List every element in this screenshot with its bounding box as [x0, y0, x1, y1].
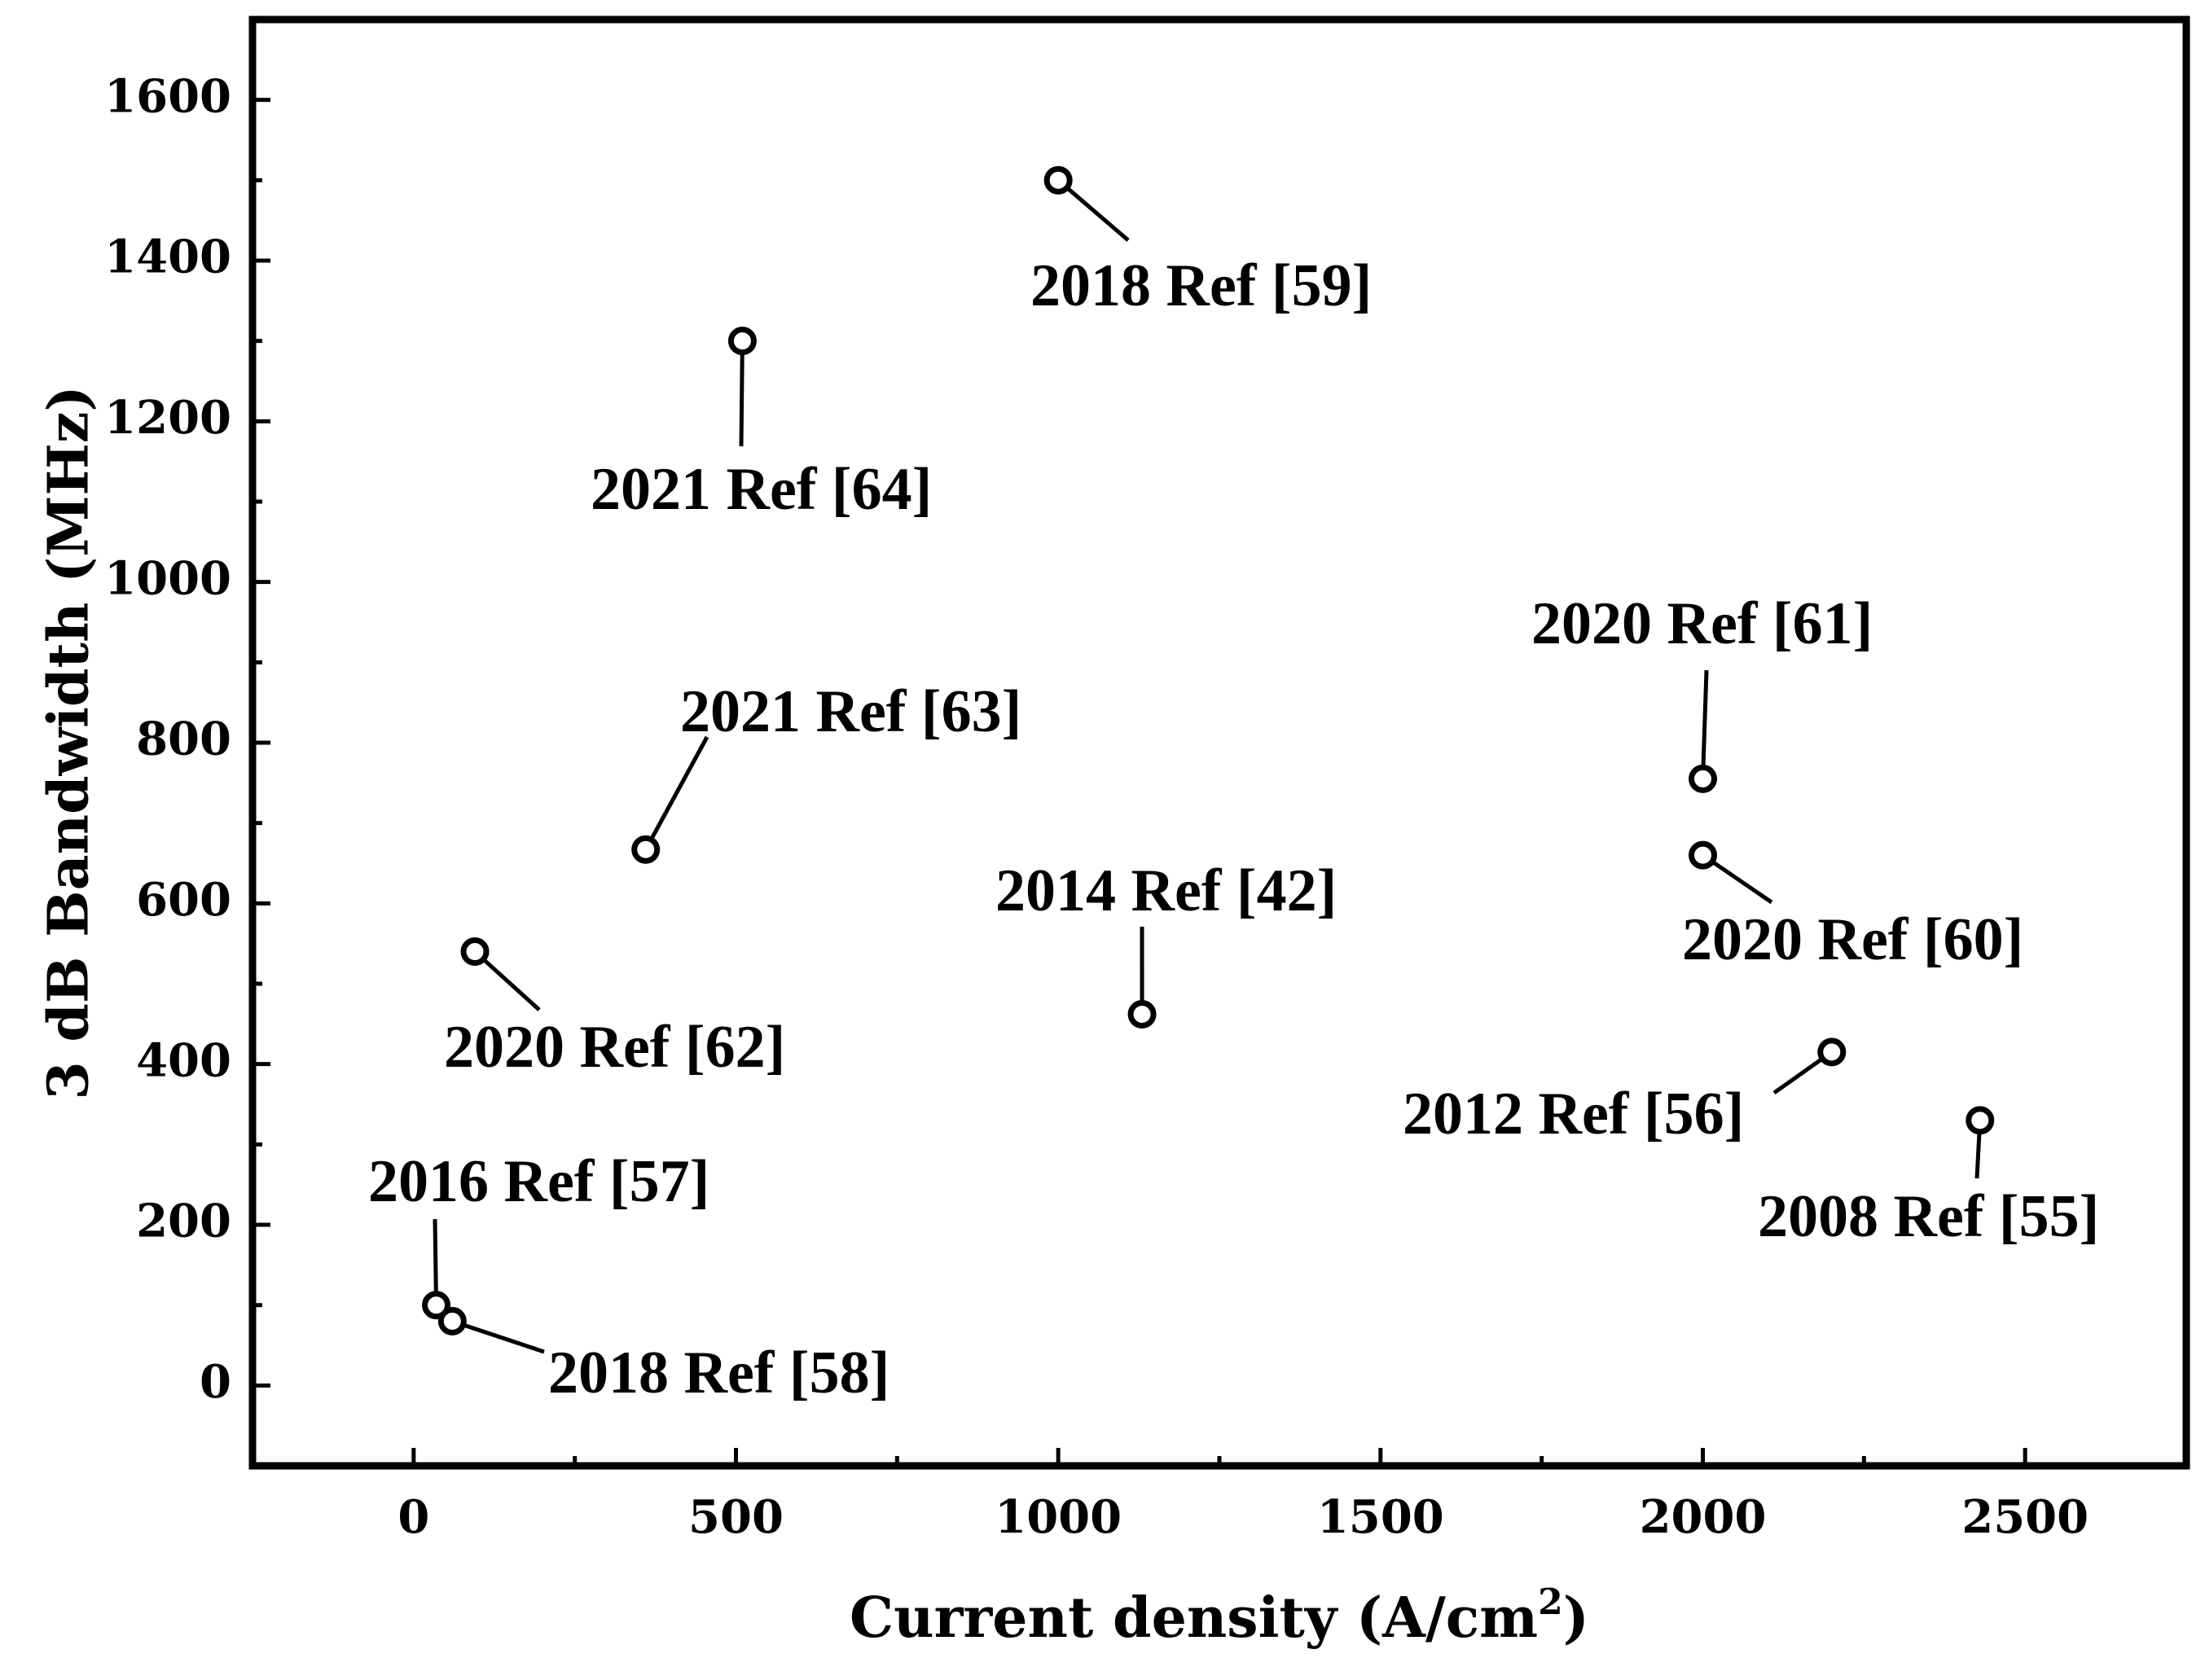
- data-point-marker: [437, 1306, 467, 1336]
- data-point-marker: [1689, 840, 1717, 870]
- data-point-marker: [1689, 764, 1717, 793]
- y-tick-label: 1000: [104, 551, 231, 605]
- annotation-leader-line: [1974, 1131, 1982, 1179]
- y-tick-label: 0: [200, 1355, 231, 1409]
- x-tick-label: 2000: [1640, 1490, 1767, 1544]
- data-point-marker: [727, 327, 757, 356]
- data-point-marker: [1127, 999, 1157, 1029]
- x-axis-title: Current density (A/cm2): [850, 1581, 1589, 1651]
- annotation-leader-line: [1701, 669, 1709, 768]
- y-tick-label: 1600: [104, 69, 231, 123]
- plot-frame: [248, 15, 2190, 1470]
- data-points: [422, 165, 1995, 1336]
- data-point-label: 2012 Ref [56]: [1403, 1081, 1744, 1147]
- y-tick-label: 1200: [104, 391, 231, 445]
- x-axis-title-main: Current density (A/cm: [850, 1586, 1538, 1651]
- y-tick-label: 1400: [104, 230, 231, 284]
- data-point-label: 2008 Ref [55]: [1758, 1183, 2099, 1250]
- annotation-leader-line: [1065, 186, 1130, 242]
- data-point-marker: [1817, 1037, 1847, 1067]
- annotation-leaders: [433, 186, 1982, 1354]
- annotation-leader-line: [1772, 1056, 1824, 1095]
- data-point-marker: [631, 835, 661, 864]
- data-point-marker: [460, 937, 490, 967]
- annotation-leader-line: [462, 1323, 545, 1354]
- data-point-label: 2018 Ref [59]: [1030, 252, 1372, 319]
- y-tick-label: 200: [136, 1195, 231, 1248]
- annotation-leader-line: [1711, 859, 1773, 905]
- annotation-leader-line: [739, 352, 745, 447]
- x-tick-label: 2500: [1961, 1490, 2089, 1544]
- axis-ticks: 0 500 1000 1500 2000 2500 0 200 400 600 800 1000 120…: [104, 17, 2189, 1544]
- y-tick-label: 600: [136, 873, 231, 927]
- data-point-marker: [422, 1291, 451, 1320]
- y-tick-label: 800: [136, 713, 231, 766]
- annotation-leader-line: [649, 735, 709, 841]
- y-tick-label: 400: [136, 1033, 231, 1087]
- annotation-leader-line: [433, 1218, 438, 1294]
- data-point-label: 2020 Ref [61]: [1531, 590, 1873, 657]
- data-point-label: 2014 Ref [42]: [995, 858, 1337, 924]
- x-axis-title-superscript: 2: [1538, 1581, 1563, 1623]
- data-point-label: 2020 Ref [62]: [444, 1014, 785, 1081]
- data-point-label: 2021 Ref [63]: [680, 678, 1021, 745]
- y-axis-title: 3 dB Bandwidth (MHz): [37, 385, 102, 1099]
- annotation-leader-line: [481, 958, 541, 1011]
- data-point-marker: [1043, 165, 1073, 195]
- x-axis-title-suffix: ): [1563, 1586, 1589, 1651]
- data-point-label: 2021 Ref [64]: [591, 456, 932, 523]
- data-point-label: 2016 Ref [57]: [368, 1148, 709, 1215]
- data-point-label: 2018 Ref [58]: [548, 1340, 889, 1406]
- data-point-label: 2020 Ref [60]: [1682, 906, 2023, 973]
- x-tick-label: 1500: [1317, 1490, 1444, 1544]
- data-point-marker: [1966, 1106, 1995, 1135]
- x-tick-label: 500: [688, 1490, 784, 1544]
- x-tick-label: 1000: [995, 1490, 1122, 1544]
- point-labels: 2018 Ref [59] 2021 Ref [64] 2020 Ref [61] 2…: [368, 252, 2099, 1406]
- x-tick-label: 0: [398, 1490, 429, 1544]
